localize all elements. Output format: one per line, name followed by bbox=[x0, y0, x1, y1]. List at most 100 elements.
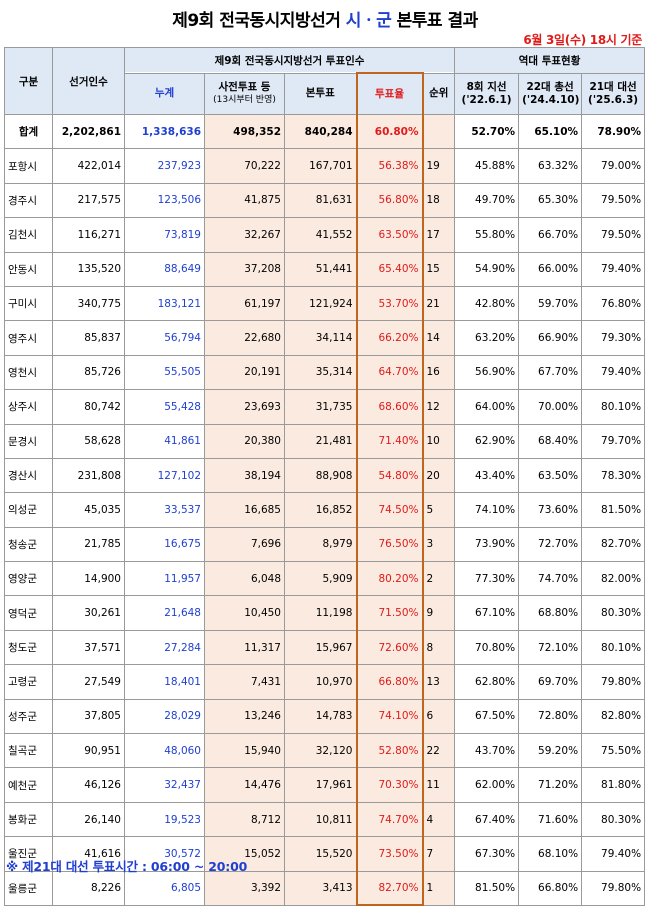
cell-history-1: 42.80% bbox=[454, 285, 520, 322]
header-history-2: 22대 총선 ('24.4.10) bbox=[518, 72, 583, 115]
cell-rate: 65.40% bbox=[355, 251, 424, 287]
cell-rank: 4 bbox=[421, 801, 456, 838]
cell-history-1: 45.88% bbox=[454, 148, 520, 184]
cell-name: 경산시 bbox=[4, 457, 53, 494]
cell-electors: 14,900 bbox=[52, 561, 125, 597]
cell-history-3: 82.70% bbox=[581, 526, 646, 563]
cell-rate: 64.70% bbox=[355, 354, 424, 391]
cell-name: 영천시 bbox=[4, 354, 53, 391]
cell-history-3: 79.40% bbox=[581, 354, 646, 391]
table-row: 울릉군 8,226 6,805 3,392 3,413 82.70% 1 81.50% 66.8… bbox=[4, 870, 646, 906]
cell-history-2: 74.70% bbox=[518, 561, 583, 597]
cell-rank: 19 bbox=[421, 148, 456, 184]
cell-history-3: 79.00% bbox=[581, 148, 646, 184]
cell-history-1: 67.40% bbox=[454, 801, 520, 838]
cell-main-vote: 840,284 bbox=[284, 113, 357, 150]
table-row: 경산시 231,808 127,102 38,194 88,908 54.80% 20 43.… bbox=[4, 457, 646, 494]
cell-rank: 6 bbox=[421, 698, 456, 735]
table-row: 영주시 85,837 56,794 22,680 34,114 66.20% 14 63.20… bbox=[4, 320, 646, 356]
cell-history-1: 43.40% bbox=[454, 457, 520, 494]
cell-name: 울진군 bbox=[4, 836, 53, 872]
cell-history-2: 68.10% bbox=[518, 836, 583, 872]
cell-cumulative: 88,649 bbox=[124, 251, 205, 287]
cell-history-3: 78.90% bbox=[581, 113, 646, 150]
cell-electors: 135,520 bbox=[52, 251, 125, 287]
cell-history-2: 73.60% bbox=[518, 492, 583, 528]
cell-rate: 60.80% bbox=[355, 113, 424, 150]
header-rank: 순위 bbox=[421, 72, 456, 115]
footer-note: ※ 제21대 대선 투표시간 : 06:00 ~ 20:00 bbox=[6, 859, 248, 874]
cell-electors: 8,226 bbox=[52, 870, 125, 906]
cell-electors: 80,742 bbox=[52, 389, 125, 425]
header-early-note: (13시부터 반영) bbox=[213, 94, 276, 105]
cell-rate: 82.70% bbox=[355, 870, 424, 906]
cell-rate: 70.30% bbox=[355, 767, 424, 803]
cell-name: 상주시 bbox=[4, 389, 53, 425]
cell-history-1: 63.20% bbox=[454, 320, 520, 356]
cell-electors: 85,726 bbox=[52, 354, 125, 391]
table-row: 김천시 116,271 73,819 32,267 41,552 63.50% 17 55.8… bbox=[4, 217, 646, 253]
cell-cumulative: 6,805 bbox=[124, 870, 205, 906]
cell-electors: 422,014 bbox=[52, 148, 125, 184]
cell-early: 498,352 bbox=[204, 113, 285, 150]
cell-history-2: 66.00% bbox=[518, 251, 583, 287]
cell-history-2: 66.90% bbox=[518, 320, 583, 356]
cell-early: 7,696 bbox=[204, 526, 285, 563]
cell-early: 32,267 bbox=[204, 217, 285, 253]
cell-main-vote: 41,552 bbox=[284, 217, 357, 253]
cell-rank bbox=[421, 113, 456, 150]
cell-rank: 22 bbox=[421, 733, 456, 769]
cell-history-3: 81.50% bbox=[581, 492, 646, 528]
cell-cumulative: 73,819 bbox=[124, 217, 205, 253]
cell-name: 의성군 bbox=[4, 492, 53, 528]
cell-early: 6,048 bbox=[204, 561, 285, 597]
cell-name: 칠곡군 bbox=[4, 733, 53, 769]
cell-history-3: 75.50% bbox=[581, 733, 646, 769]
cell-rank: 15 bbox=[421, 251, 456, 287]
cell-history-1: 67.50% bbox=[454, 698, 520, 735]
cell-rank: 17 bbox=[421, 217, 456, 253]
table-row: 문경시 58,628 41,861 20,380 21,481 71.40% 10 62.90… bbox=[4, 423, 646, 459]
cell-rank: 10 bbox=[421, 423, 456, 459]
cell-cumulative: 55,505 bbox=[124, 354, 205, 391]
cell-history-2: 70.00% bbox=[518, 389, 583, 425]
cell-electors: 116,271 bbox=[52, 217, 125, 253]
header-history-3-line1: 21대 대선 bbox=[589, 80, 637, 93]
cell-electors: 37,805 bbox=[52, 698, 125, 735]
cell-rate: 68.60% bbox=[355, 389, 424, 425]
cell-rate: 72.60% bbox=[355, 629, 424, 666]
cell-rate: 71.50% bbox=[355, 595, 424, 631]
cell-history-3: 76.80% bbox=[581, 285, 646, 322]
cell-name: 영덕군 bbox=[4, 595, 53, 631]
cell-rank: 14 bbox=[421, 320, 456, 356]
cell-rank: 1 bbox=[421, 870, 456, 906]
cell-rate: 54.80% bbox=[355, 457, 424, 494]
cell-electors: 37,571 bbox=[52, 629, 125, 666]
cell-history-1: 73.90% bbox=[454, 526, 520, 563]
cell-electors: 58,628 bbox=[52, 423, 125, 459]
cell-rate: 71.40% bbox=[355, 423, 424, 459]
cell-name: 영양군 bbox=[4, 561, 53, 597]
cell-history-2: 63.50% bbox=[518, 457, 583, 494]
cell-cumulative: 18,401 bbox=[124, 664, 205, 700]
cell-rate: 76.50% bbox=[355, 526, 424, 563]
cell-rate: 56.38% bbox=[355, 148, 424, 184]
header-history-2-line2: ('24.4.10) bbox=[522, 93, 580, 106]
header-turnout-group: 제9회 전국동시지방선거 투표인수 bbox=[123, 47, 456, 74]
cell-main-vote: 16,852 bbox=[284, 492, 357, 528]
cell-rank: 5 bbox=[421, 492, 456, 528]
cell-rank: 20 bbox=[421, 457, 456, 494]
header-main-vote: 본투표 bbox=[284, 72, 357, 115]
cell-rank: 8 bbox=[421, 629, 456, 666]
cell-name: 예천군 bbox=[4, 767, 53, 803]
cell-electors: 85,837 bbox=[52, 320, 125, 356]
cell-early: 22,680 bbox=[204, 320, 285, 356]
header-history-1: 8회 지선 ('22.6.1) bbox=[454, 72, 520, 115]
header-history-3: 21대 대선 ('25.6.3) bbox=[581, 72, 646, 115]
cell-early: 15,940 bbox=[204, 733, 285, 769]
cell-early: 8,712 bbox=[204, 801, 285, 838]
table-row: 청도군 37,571 27,284 11,317 15,967 72.60% 8 70.80%… bbox=[4, 629, 646, 666]
cell-history-3: 78.30% bbox=[581, 457, 646, 494]
cell-history-3: 80.10% bbox=[581, 389, 646, 425]
title-suffix: 본투표 결과 bbox=[391, 11, 479, 31]
